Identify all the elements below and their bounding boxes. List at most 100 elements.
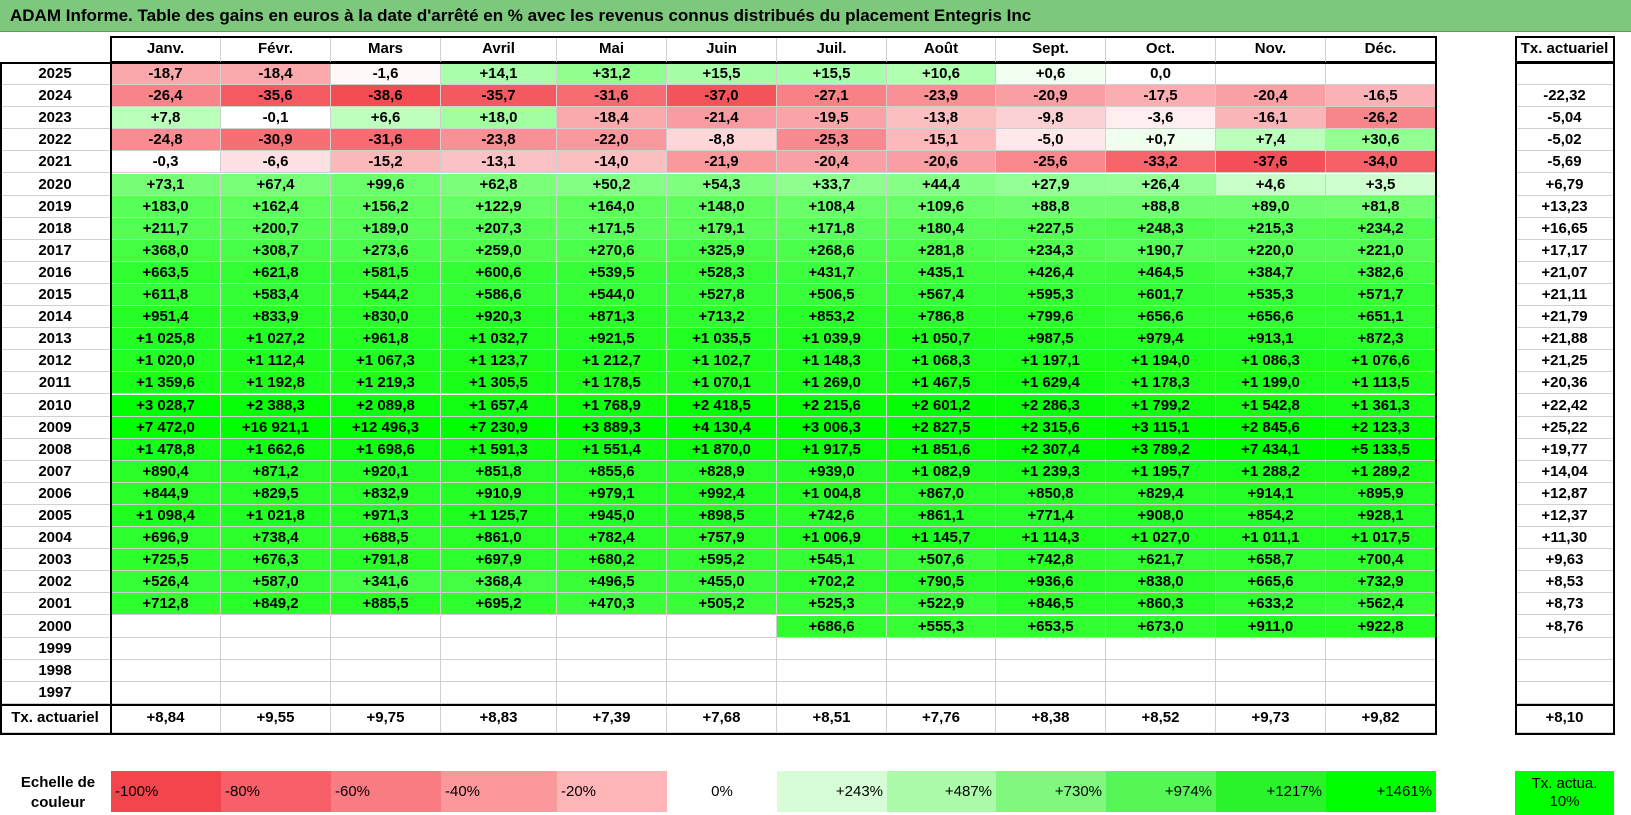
heatmap-cell: +697,9 [441, 549, 557, 572]
footer-label: Tx. actuariel [0, 703, 111, 733]
heatmap-cell: -26,4 [111, 85, 221, 108]
rate-cell [1516, 659, 1614, 682]
legend-swatch: -20% [557, 771, 667, 812]
heatmap-cell: -31,6 [331, 129, 441, 152]
heatmap-cell: +16 921,1 [221, 416, 331, 439]
heatmap-cell: +1 067,3 [331, 350, 441, 373]
heatmap-cell [221, 637, 331, 660]
footer-rate-cell: +8,38 [996, 703, 1106, 733]
year-label: 2013 [0, 328, 111, 351]
heatmap-cell: +273,6 [331, 239, 441, 262]
table-border [1515, 36, 1517, 735]
heatmap-cell [667, 637, 777, 660]
heatmap-cell: +1 657,4 [441, 394, 557, 417]
rate-cell [1516, 637, 1614, 660]
year-label: 1997 [0, 681, 111, 704]
heatmap-cell: +1 359,6 [111, 372, 221, 395]
heatmap-cell: +26,4 [1106, 173, 1216, 196]
heatmap-cell: +3 789,2 [1106, 438, 1216, 461]
heatmap-cell: -19,5 [777, 107, 887, 130]
heatmap-cell: +1 662,6 [221, 438, 331, 461]
heatmap-cell: +908,0 [1106, 505, 1216, 528]
heatmap-cell: +621,8 [221, 261, 331, 284]
year-label: 2012 [0, 350, 111, 373]
legend-swatch: -60% [331, 771, 441, 812]
rate-cell: +9,63 [1516, 549, 1614, 572]
heatmap-cell [441, 681, 557, 704]
heatmap-cell: +1 178,3 [1106, 372, 1216, 395]
heatmap-cell: -23,8 [441, 129, 557, 152]
heatmap-cell: +171,5 [557, 217, 667, 240]
heatmap-cell: +27,9 [996, 173, 1106, 196]
heatmap-cell [331, 637, 441, 660]
heatmap-cell: +742,8 [996, 549, 1106, 572]
heatmap-cell: -24,8 [111, 129, 221, 152]
heatmap-cell: +782,4 [557, 527, 667, 550]
heatmap-cell: +1 070,1 [667, 372, 777, 395]
heatmap-cell [441, 659, 557, 682]
heatmap-cell: +855,6 [557, 460, 667, 483]
heatmap-cell: +464,5 [1106, 261, 1216, 284]
heatmap-cell: +54,3 [667, 173, 777, 196]
heatmap-cell: +1 768,9 [557, 394, 667, 417]
year-label: 2004 [0, 527, 111, 550]
heatmap-cell: +979,4 [1106, 328, 1216, 351]
heatmap-cell [667, 681, 777, 704]
footer-rate-cell: +9,82 [1326, 703, 1436, 733]
heatmap-cell: +700,4 [1326, 549, 1436, 572]
heatmap-cell [1106, 637, 1216, 660]
heatmap-cell: +951,4 [111, 306, 221, 329]
heatmap-cell: +656,6 [1216, 306, 1326, 329]
heatmap-cell: +148,0 [667, 195, 777, 218]
heatmap-cell: +33,7 [777, 173, 887, 196]
year-label: 1999 [0, 637, 111, 660]
heatmap-cell: +1 025,8 [111, 328, 221, 351]
heatmap-cell: +2 845,6 [1216, 416, 1326, 439]
heatmap-cell: +871,2 [221, 460, 331, 483]
heatmap-cell: +601,7 [1106, 284, 1216, 307]
heatmap-cell [887, 681, 996, 704]
heatmap-cell: +234,3 [996, 239, 1106, 262]
heatmap-cell: +861,1 [887, 505, 996, 528]
heatmap-cell [1326, 659, 1436, 682]
heatmap-cell: +595,2 [667, 549, 777, 572]
heatmap-cell: +164,0 [557, 195, 667, 218]
year-label: 1998 [0, 659, 111, 682]
heatmap-cell: +539,5 [557, 261, 667, 284]
heatmap-cell: +653,5 [996, 615, 1106, 638]
heatmap-cell: +1 006,9 [777, 527, 887, 550]
heatmap-cell: +12 496,3 [331, 416, 441, 439]
heatmap-cell: +1 112,4 [221, 350, 331, 373]
heatmap-cell [221, 659, 331, 682]
heatmap-cell: +526,4 [111, 571, 221, 594]
heatmap-cell: -14,0 [557, 151, 667, 174]
heatmap-cell: +4,6 [1216, 173, 1326, 196]
heatmap-cell: +663,5 [111, 261, 221, 284]
heatmap-cell: -37,6 [1216, 151, 1326, 174]
heatmap-cell: +1 591,3 [441, 438, 557, 461]
heatmap-cell: +680,2 [557, 549, 667, 572]
heatmap-cell: +979,1 [557, 482, 667, 505]
heatmap-cell: +945,0 [557, 505, 667, 528]
heatmap-cell: +0,6 [996, 63, 1106, 86]
heatmap-cell: +89,0 [1216, 195, 1326, 218]
heatmap-cell: -20,9 [996, 85, 1106, 108]
legend-swatch: +974% [1106, 771, 1216, 812]
heatmap-cell: -5,0 [996, 129, 1106, 152]
heatmap-cell: +1 467,5 [887, 372, 996, 395]
footer-rate-cell: +9,55 [221, 703, 331, 733]
year-label: 2025 [0, 63, 111, 86]
heatmap-cell: -30,9 [221, 129, 331, 152]
heatmap-cell: +621,7 [1106, 549, 1216, 572]
heatmap-cell: +179,1 [667, 217, 777, 240]
heatmap-cell: +1 199,0 [1216, 372, 1326, 395]
column-header: Oct. [1106, 36, 1216, 63]
heatmap-cell: +890,4 [111, 460, 221, 483]
heatmap-cell: +31,2 [557, 63, 667, 86]
heatmap-cell: +50,2 [557, 173, 667, 196]
rate-cell: +21,11 [1516, 284, 1614, 307]
heatmap-cell: +1 269,0 [777, 372, 887, 395]
heatmap-cell: +211,7 [111, 217, 221, 240]
year-label: 2011 [0, 372, 111, 395]
heatmap-cell: +742,6 [777, 505, 887, 528]
